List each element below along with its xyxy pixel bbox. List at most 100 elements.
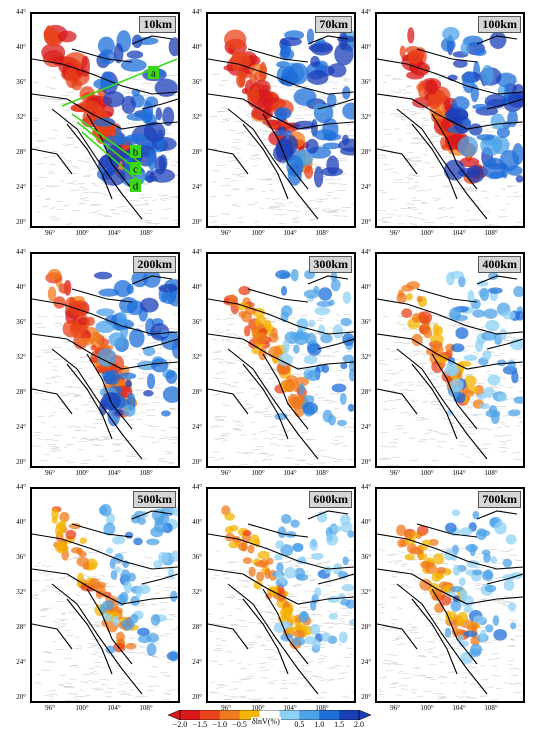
lat-tick-label: 28° bbox=[16, 148, 26, 156]
colorbar-segment bbox=[180, 710, 201, 720]
lat-tick-label: 44° bbox=[16, 483, 26, 491]
map-panel-10km: a b c d 10km 44° 40° 36° 32° 28° 24° 20° 96° 100° 104°… bbox=[0, 0, 205, 240]
velocity-anomaly-map bbox=[208, 505, 354, 701]
lat-tick-label: 36° bbox=[192, 78, 202, 86]
lon-tick-label: 104° bbox=[283, 704, 297, 712]
depth-label: 700km bbox=[478, 491, 521, 508]
lat-tick-label: 40° bbox=[192, 43, 202, 51]
lat-tick-label: 36° bbox=[361, 553, 371, 561]
lat-tick-label: 40° bbox=[361, 518, 371, 526]
lat-tick-label: 24° bbox=[16, 183, 26, 191]
lat-tick-label: 36° bbox=[361, 78, 371, 86]
depth-label: 100km bbox=[478, 16, 521, 33]
lon-tick-label: 108° bbox=[315, 469, 329, 477]
lon-tick-label: 100° bbox=[251, 704, 265, 712]
lon-tick-label: 104° bbox=[283, 229, 297, 237]
lat-tick-label: 28° bbox=[361, 388, 371, 396]
velocity-anomaly-map bbox=[32, 268, 178, 464]
velocity-anomaly-map bbox=[208, 28, 354, 226]
lat-tick-label: 36° bbox=[16, 78, 26, 86]
profile-label-text: a bbox=[151, 68, 156, 80]
lat-tick-label: 24° bbox=[192, 423, 202, 431]
lon-tick-label: 100° bbox=[75, 469, 89, 477]
map-frame: 100km bbox=[375, 12, 525, 228]
lat-tick-label: 20° bbox=[16, 693, 26, 701]
lon-tick-label: 96° bbox=[45, 229, 55, 237]
colorbar-segment bbox=[339, 710, 360, 720]
lat-tick-label: 24° bbox=[16, 658, 26, 666]
lon-tick-label: 108° bbox=[315, 229, 329, 237]
lat-tick-label: 36° bbox=[16, 553, 26, 561]
depth-label: 200km bbox=[133, 256, 176, 273]
lon-tick-label: 96° bbox=[390, 469, 400, 477]
depth-label: 600km bbox=[309, 491, 352, 508]
velocity-anomaly-map bbox=[208, 268, 354, 466]
colorbar-tick-label: 0.5 bbox=[294, 720, 305, 729]
colorbar-segment bbox=[259, 710, 280, 720]
lat-tick-label: 28° bbox=[16, 623, 26, 631]
lon-tick-label: 96° bbox=[390, 229, 400, 237]
colorbar-segment bbox=[299, 710, 320, 720]
lon-tick-label: 108° bbox=[484, 469, 498, 477]
colorbar-segment bbox=[239, 710, 261, 720]
lat-tick-label: 24° bbox=[192, 183, 202, 191]
lon-tick-label: 100° bbox=[251, 469, 265, 477]
lon-tick-label: 100° bbox=[251, 229, 265, 237]
lat-tick-label: 40° bbox=[192, 518, 202, 526]
map-area: a b c d 10km bbox=[30, 12, 180, 228]
colorbar-segment bbox=[319, 710, 340, 720]
profile-label-c: c bbox=[130, 162, 141, 176]
lat-tick-label: 44° bbox=[192, 8, 202, 16]
lat-tick-label: 40° bbox=[16, 518, 26, 526]
lon-tick-label: 96° bbox=[221, 229, 231, 237]
lat-tick-label: 32° bbox=[16, 353, 26, 361]
lat-tick-label: 40° bbox=[16, 283, 26, 291]
colorbar: δlnV(%) −2.0 −1.5 −1.0 −0.5 0.5 1.0 1.5 2.0 bbox=[168, 710, 371, 741]
colorbar-segment bbox=[279, 710, 300, 720]
lat-tick-label: 20° bbox=[16, 458, 26, 466]
profile-label-a: a bbox=[148, 66, 159, 80]
lon-tick-label: 96° bbox=[390, 704, 400, 712]
velocity-anomaly-map: a bcd bbox=[32, 24, 178, 226]
lat-tick-label: 32° bbox=[361, 588, 371, 596]
map-panel-600km: 600km 44° 40° 36° 32° 28° 24° 20° 96° 100° 104° 108… bbox=[176, 475, 381, 715]
lon-tick-label: 104° bbox=[452, 704, 466, 712]
lat-tick-label: 24° bbox=[192, 658, 202, 666]
lat-tick-label: 44° bbox=[192, 483, 202, 491]
map-area: 70km bbox=[206, 12, 356, 228]
map-frame: 300km bbox=[206, 252, 356, 468]
lat-tick-label: 44° bbox=[16, 248, 26, 256]
lat-tick-label: 32° bbox=[361, 113, 371, 121]
colorbar-scale bbox=[168, 710, 371, 720]
lon-tick-label: 108° bbox=[139, 704, 153, 712]
lon-tick-label: 104° bbox=[107, 469, 121, 477]
lat-tick-label: 20° bbox=[361, 218, 371, 226]
lat-tick-label: 32° bbox=[361, 353, 371, 361]
velocity-anomaly-map bbox=[377, 509, 523, 701]
map-panel-200km: 200km 44° 40° 36° 32° 28° 24° 20° 96° 100° 104° 108… bbox=[0, 240, 205, 480]
lon-tick-label: 104° bbox=[452, 469, 466, 477]
lat-tick-label: 44° bbox=[192, 248, 202, 256]
colorbar-tick-label: −0.5 bbox=[232, 720, 247, 729]
lat-tick-label: 24° bbox=[361, 183, 371, 191]
lat-tick-label: 24° bbox=[16, 423, 26, 431]
lat-tick-label: 28° bbox=[361, 148, 371, 156]
lat-tick-label: 20° bbox=[361, 458, 371, 466]
lon-tick-label: 108° bbox=[484, 229, 498, 237]
lat-tick-label: 28° bbox=[361, 623, 371, 631]
lon-tick-label: 96° bbox=[45, 704, 55, 712]
map-panel-700km: 700km 44° 40° 36° 32° 28° 24° 20° 96° 100° 104° 108… bbox=[345, 475, 550, 715]
lat-tick-label: 36° bbox=[361, 318, 371, 326]
lon-tick-label: 108° bbox=[315, 704, 329, 712]
lat-tick-label: 20° bbox=[361, 693, 371, 701]
lat-tick-label: 28° bbox=[192, 623, 202, 631]
lon-tick-label: 108° bbox=[139, 469, 153, 477]
velocity-anomaly-map bbox=[377, 271, 523, 466]
lat-tick-label: 40° bbox=[16, 43, 26, 51]
lat-tick-label: 44° bbox=[361, 8, 371, 16]
map-area: 600km bbox=[206, 487, 356, 703]
lat-tick-label: 44° bbox=[361, 483, 371, 491]
lat-tick-label: 32° bbox=[192, 353, 202, 361]
lat-tick-label: 36° bbox=[192, 318, 202, 326]
